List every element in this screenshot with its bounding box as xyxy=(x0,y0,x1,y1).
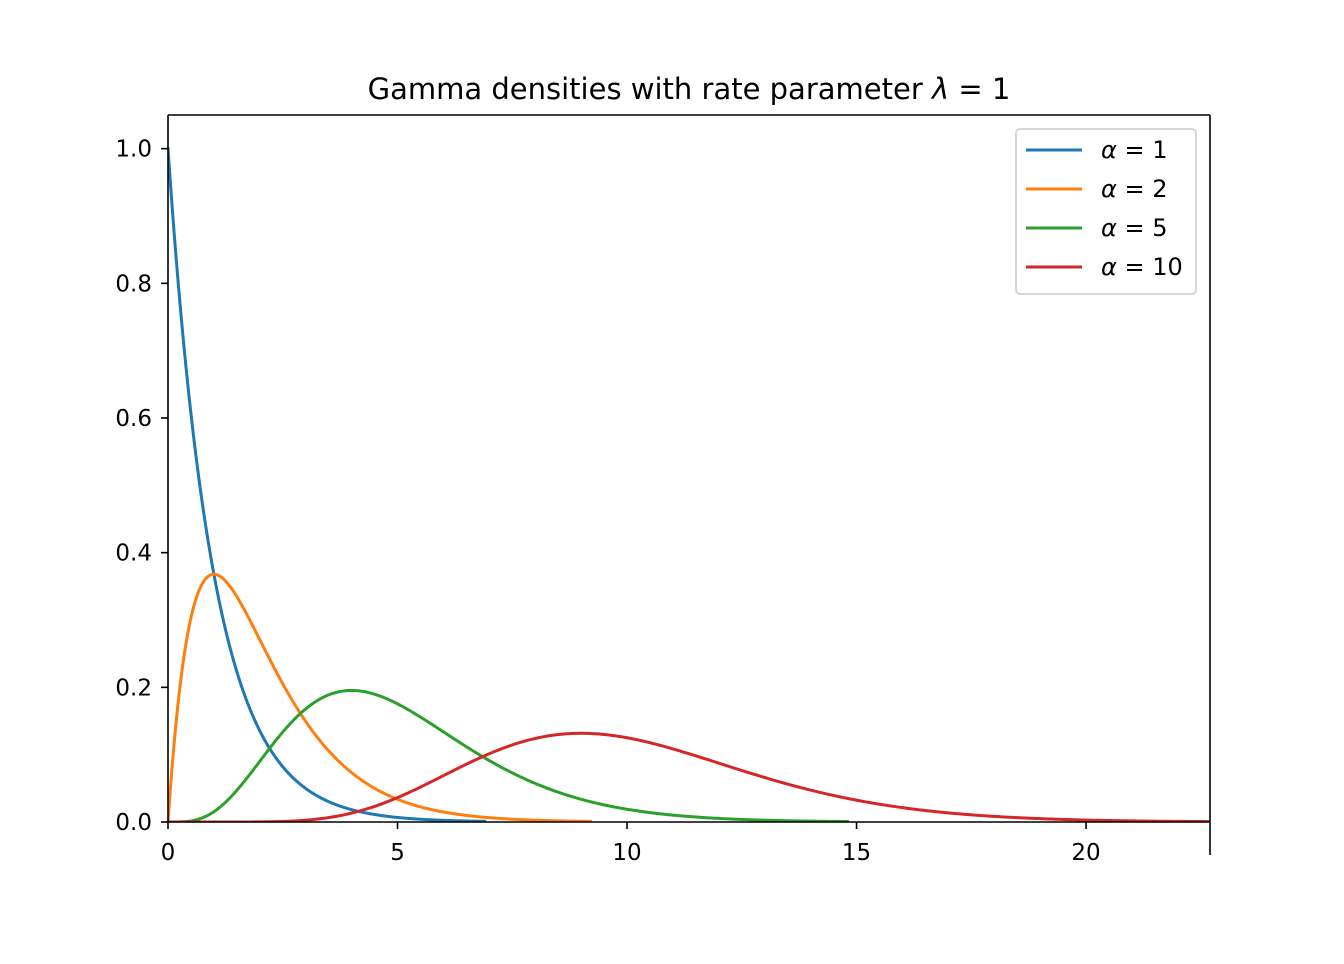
series-line-alpha-1 xyxy=(168,147,487,822)
legend-box xyxy=(1015,128,1197,295)
legend-label-value: = 1 xyxy=(1117,136,1168,164)
legend-label-symbol: α xyxy=(1101,214,1117,242)
legend-label-alpha-2: α = 2 xyxy=(1101,175,1167,203)
legend-label-alpha-10: α = 10 xyxy=(1101,253,1183,281)
x-axis-ticks: 0 5 10 15 20 xyxy=(161,822,1101,866)
legend-label-alpha-5: α = 5 xyxy=(1101,214,1167,242)
x-tick-label: 10 xyxy=(612,840,641,866)
x-tick-label: 20 xyxy=(1071,840,1100,866)
chart-title-symbol: λ xyxy=(930,72,949,106)
legend-label-value: = 2 xyxy=(1117,175,1168,203)
chart-title: Gamma densities with rate parameter λ = … xyxy=(368,72,1011,106)
legend-label-value: = 10 xyxy=(1117,253,1183,281)
x-tick-label: 0 xyxy=(161,840,176,866)
y-tick-label: 0.8 xyxy=(115,271,152,297)
chart-title-prefix: Gamma densities with rate parameter xyxy=(368,72,932,106)
chart-title-suffix: = 1 xyxy=(949,72,1010,106)
legend-label-symbol: α xyxy=(1101,253,1117,281)
series-layer xyxy=(168,147,1210,822)
y-tick-label: 0.4 xyxy=(115,541,152,567)
series-line-alpha-10 xyxy=(168,731,1210,822)
legend-label-symbol: α xyxy=(1101,136,1117,164)
axes xyxy=(167,114,1211,855)
y-tick-label: 0.0 xyxy=(115,810,152,836)
y-tick-label: 0.6 xyxy=(115,406,152,432)
legend-label-symbol: α xyxy=(1101,175,1117,203)
x-tick-label: 15 xyxy=(842,840,871,866)
x-tick-label: 5 xyxy=(390,840,405,866)
y-tick-label: 0.2 xyxy=(115,675,152,701)
legend-label-value: = 5 xyxy=(1117,214,1168,242)
legend: α = 1α = 2α = 5α = 10 xyxy=(1015,128,1197,295)
series-line-alpha-5 xyxy=(168,688,849,822)
series-line-alpha-2 xyxy=(168,572,592,822)
legend-label-alpha-1: α = 1 xyxy=(1101,136,1167,164)
y-tick-label: 1.0 xyxy=(115,137,152,163)
y-axis-ticks: 0.0 0.2 0.4 0.6 0.8 1.0 xyxy=(115,137,168,836)
